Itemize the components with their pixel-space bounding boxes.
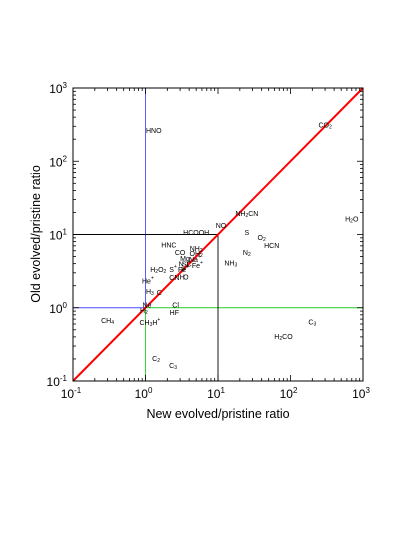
point-label: H2O bbox=[345, 216, 359, 224]
point-label: H2CO bbox=[274, 334, 293, 342]
point-label: Cl bbox=[172, 302, 179, 309]
point-label: HCOOH bbox=[183, 230, 209, 237]
y-tick-label: 101 bbox=[49, 228, 67, 243]
x-tick-label: 100 bbox=[135, 386, 153, 401]
point-label: C bbox=[157, 290, 162, 297]
y-tick-label: 103 bbox=[49, 81, 67, 96]
point-label: CN bbox=[169, 275, 179, 282]
point-label: O bbox=[183, 274, 189, 281]
point-label: OH2 bbox=[190, 251, 204, 259]
point-label: N bbox=[179, 261, 184, 268]
axis-ticks: 10-110-1 100 100 101 101 102 102 103 103 bbox=[47, 81, 371, 401]
point-label: C2 bbox=[152, 356, 160, 364]
point-label: Mg bbox=[180, 256, 190, 263]
point-label: Fe+ bbox=[192, 260, 203, 270]
x-tick-label: 102 bbox=[280, 386, 298, 401]
point-label: N2 bbox=[243, 250, 251, 258]
diagonal-layer bbox=[72, 87, 364, 382]
point-label: P+ bbox=[181, 265, 189, 275]
point-label: S+ bbox=[169, 264, 177, 274]
point-label: H3 bbox=[146, 289, 154, 297]
point-label: NH2CN bbox=[235, 211, 258, 219]
y-tick-label: 10-1 bbox=[47, 374, 68, 389]
x-tick-label: 103 bbox=[352, 386, 370, 401]
point-label: CH3H+ bbox=[139, 317, 160, 328]
point-label: H2 bbox=[140, 308, 148, 316]
point-label: HNC bbox=[161, 242, 176, 249]
point-label: C3 bbox=[308, 319, 316, 327]
point-label: H bbox=[180, 274, 185, 281]
point-label: NH2 bbox=[190, 246, 203, 254]
x-axis-title: New evolved/pristine ratio bbox=[146, 407, 289, 421]
point-label: He+ bbox=[142, 276, 154, 286]
point-label: Si bbox=[182, 261, 189, 268]
diagonal-line bbox=[72, 87, 364, 382]
point-label: NH3 bbox=[224, 260, 237, 268]
point-label: S bbox=[245, 230, 250, 237]
point-label: CO2 bbox=[318, 122, 332, 130]
point-label: Fe bbox=[178, 267, 186, 274]
y-axis-title: Old evolved/pristine ratio bbox=[29, 165, 43, 303]
point-label: C3 bbox=[169, 363, 177, 371]
point-label: NO bbox=[216, 223, 227, 230]
x-tick-label: 101 bbox=[207, 386, 225, 401]
y-tick-label: 102 bbox=[49, 154, 67, 169]
point-label: O2 bbox=[258, 235, 266, 243]
point-label: C bbox=[187, 261, 192, 268]
point-label: CH4 bbox=[101, 318, 114, 326]
point-label: Ne bbox=[143, 302, 152, 309]
point-label: HF bbox=[170, 310, 179, 317]
x-tick-label: 10-1 bbox=[61, 386, 82, 401]
reference-lines bbox=[73, 88, 363, 381]
point-label: H2O2 bbox=[150, 267, 166, 275]
y-tick-label: 100 bbox=[49, 301, 67, 316]
point-label: Na+ bbox=[189, 254, 201, 264]
point-label: HNO bbox=[146, 128, 162, 135]
point-label: HCN bbox=[264, 243, 279, 250]
point-label: CO bbox=[175, 250, 186, 257]
